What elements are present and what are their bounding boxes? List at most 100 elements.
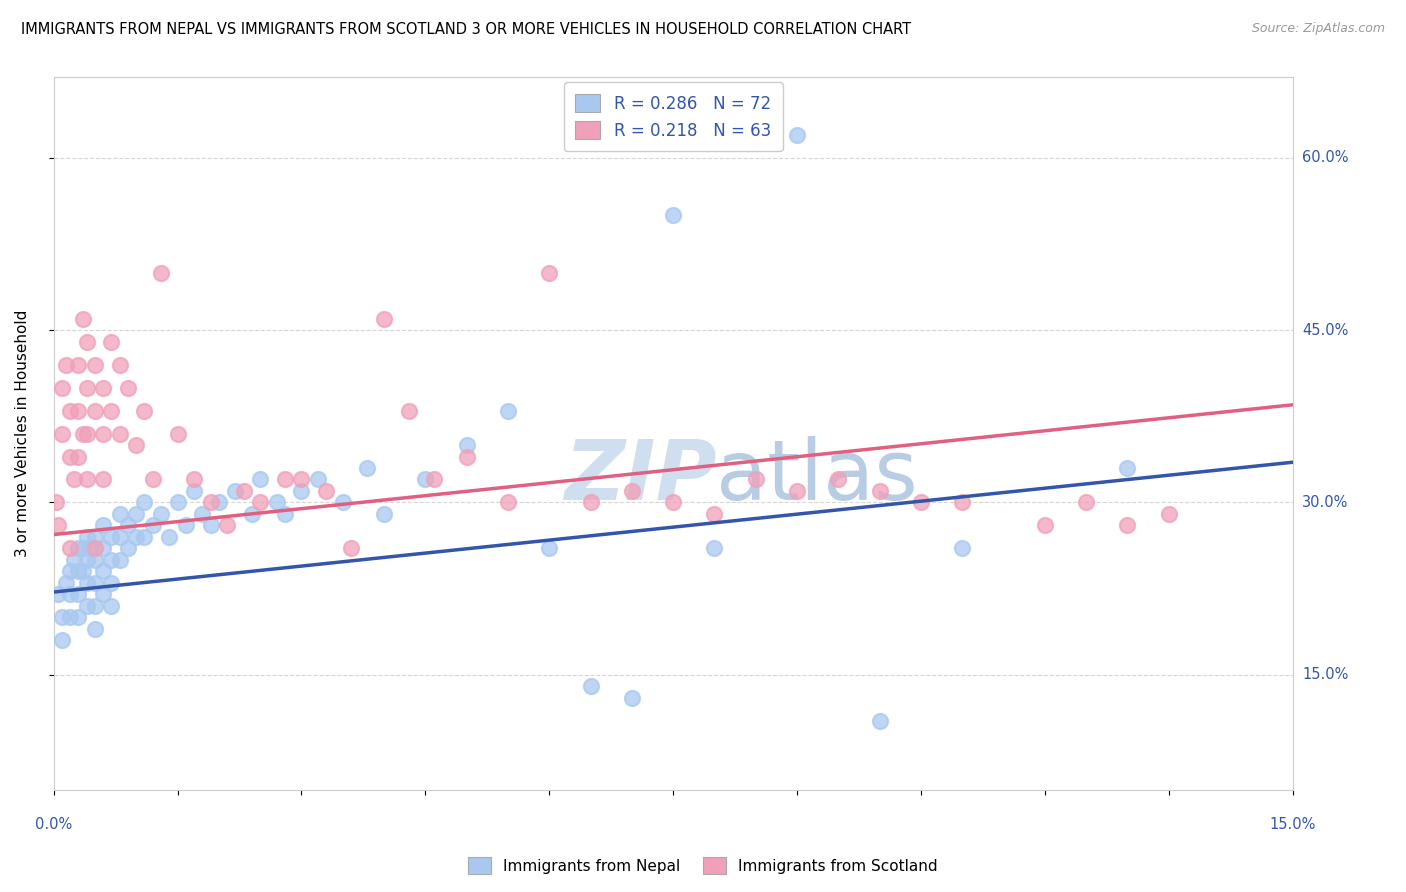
Legend: Immigrants from Nepal, Immigrants from Scotland: Immigrants from Nepal, Immigrants from S… <box>461 851 945 880</box>
Point <box>950 495 973 509</box>
Point <box>51 381 73 395</box>
Point <box>538 541 561 556</box>
Point <box>1116 461 1139 475</box>
Point <box>356 461 378 475</box>
Text: IMMIGRANTS FROM NEPAL VS IMMIGRANTS FROM SCOTLAND 3 OR MORE VEHICLES IN HOUSEHOL: IMMIGRANTS FROM NEPAL VS IMMIGRANTS FROM… <box>21 22 911 37</box>
Point <box>183 473 205 487</box>
Point <box>150 266 173 280</box>
Point <box>456 438 478 452</box>
Point <box>125 530 148 544</box>
Text: 60.0%: 60.0% <box>1302 151 1348 165</box>
Point <box>910 495 932 509</box>
Text: 45.0%: 45.0% <box>1302 323 1348 338</box>
Point <box>67 565 90 579</box>
Text: Source: ZipAtlas.com: Source: ZipAtlas.com <box>1251 22 1385 36</box>
Point <box>72 426 94 441</box>
Point <box>217 518 239 533</box>
Point <box>1157 507 1180 521</box>
Point <box>91 381 114 395</box>
Point <box>100 575 122 590</box>
Point <box>84 541 107 556</box>
Point <box>84 403 107 417</box>
Point <box>67 541 90 556</box>
Point <box>134 495 156 509</box>
Point <box>869 483 891 498</box>
Point <box>91 426 114 441</box>
Point <box>208 495 231 509</box>
Point <box>108 530 131 544</box>
Point <box>620 690 643 705</box>
Point <box>315 483 337 498</box>
Point <box>496 403 519 417</box>
Point <box>76 530 98 544</box>
Point <box>51 633 73 648</box>
Text: 15.0%: 15.0% <box>1270 817 1316 832</box>
Point <box>579 679 602 693</box>
Point <box>67 587 90 601</box>
Point <box>166 495 188 509</box>
Point <box>84 622 107 636</box>
Point <box>59 541 82 556</box>
Point <box>80 541 103 556</box>
Point <box>108 426 131 441</box>
Point <box>249 473 271 487</box>
Text: 30.0%: 30.0% <box>1302 495 1348 510</box>
Text: ZIP: ZIP <box>564 436 717 516</box>
Point <box>91 565 114 579</box>
Point <box>786 483 808 498</box>
Point <box>373 311 395 326</box>
Point <box>108 553 131 567</box>
Point <box>1033 518 1056 533</box>
Point <box>84 358 107 372</box>
Point <box>290 473 312 487</box>
Point <box>46 587 69 601</box>
Point <box>200 518 222 533</box>
Point <box>108 358 131 372</box>
Point <box>744 473 766 487</box>
Point <box>340 541 363 556</box>
Point <box>59 565 82 579</box>
Point <box>174 518 197 533</box>
Text: 0.0%: 0.0% <box>35 817 72 832</box>
Point <box>134 403 156 417</box>
Point <box>290 483 312 498</box>
Point <box>100 403 122 417</box>
Text: atlas: atlas <box>717 436 918 516</box>
Point <box>413 473 436 487</box>
Point <box>166 426 188 441</box>
Point <box>100 599 122 613</box>
Point <box>63 473 86 487</box>
Point <box>869 714 891 728</box>
Point <box>67 358 90 372</box>
Point <box>200 495 222 509</box>
Point <box>59 587 82 601</box>
Point <box>1074 495 1097 509</box>
Point <box>398 403 420 417</box>
Point <box>224 483 246 498</box>
Point <box>125 507 148 521</box>
Point <box>76 599 98 613</box>
Point <box>84 530 107 544</box>
Point <box>84 599 107 613</box>
Point <box>63 553 86 567</box>
Point <box>332 495 354 509</box>
Point <box>157 530 180 544</box>
Point <box>827 473 849 487</box>
Point <box>76 575 98 590</box>
Point <box>703 507 725 521</box>
Point <box>240 507 263 521</box>
Y-axis label: 3 or more Vehicles in Household: 3 or more Vehicles in Household <box>15 310 30 558</box>
Point <box>1116 518 1139 533</box>
Point <box>125 438 148 452</box>
Point <box>456 450 478 464</box>
Point <box>117 381 139 395</box>
Point <box>117 541 139 556</box>
Point <box>274 507 297 521</box>
Point <box>91 473 114 487</box>
Point <box>84 553 107 567</box>
Point <box>67 450 90 464</box>
Point <box>183 483 205 498</box>
Point <box>76 426 98 441</box>
Point <box>59 610 82 624</box>
Point <box>72 311 94 326</box>
